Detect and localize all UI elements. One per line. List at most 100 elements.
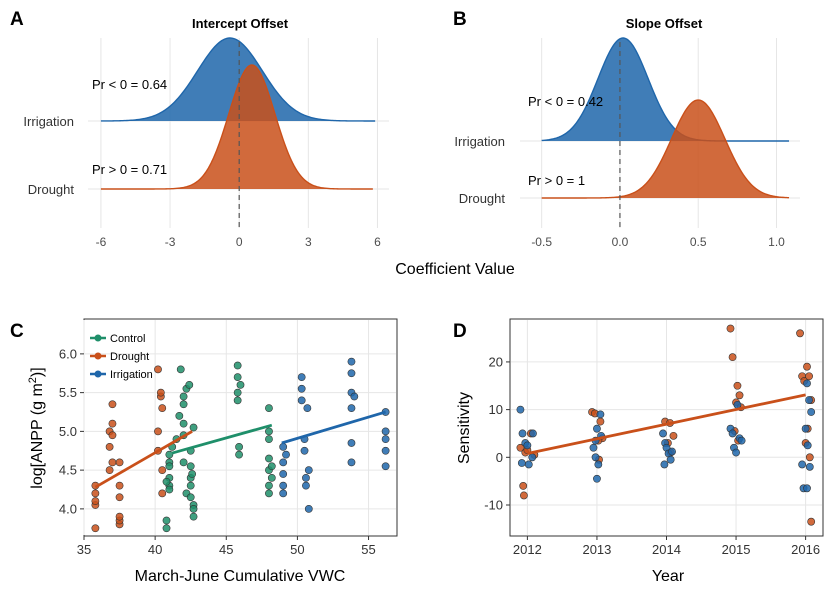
point-irrigation bbox=[304, 466, 313, 475]
point-drought bbox=[805, 453, 814, 462]
panel-c-y-label-sup: 2 bbox=[27, 377, 39, 383]
point-irrigation bbox=[347, 439, 356, 447]
point-irrigation bbox=[589, 443, 598, 452]
point-control bbox=[165, 450, 174, 459]
y-category-label-drought: Drought bbox=[28, 182, 75, 197]
point-irrigation bbox=[517, 459, 526, 467]
point-drought bbox=[115, 458, 124, 467]
y-tick-label: 4.5 bbox=[59, 463, 77, 478]
y-tick-label: 20 bbox=[489, 354, 503, 369]
panel-a-y-ticks: Irrigation Drought bbox=[23, 114, 74, 197]
panel-c-anpp-vs-vwc: 35 40 45 50 55 4.0 4.5 5.0 5.5 6.0 Control Droug… bbox=[27, 318, 398, 585]
fit-line-drought bbox=[527, 393, 806, 455]
point-control bbox=[189, 423, 198, 432]
point-irrigation bbox=[303, 404, 312, 413]
point-irrigation bbox=[528, 453, 537, 462]
point-irrigation bbox=[666, 455, 675, 464]
panel-d-x-axis-label: Year bbox=[652, 568, 685, 585]
point-irrigation bbox=[805, 462, 814, 471]
x-tick-label: 1.0 bbox=[768, 235, 785, 249]
point-drought bbox=[115, 493, 124, 502]
point-irrigation bbox=[660, 460, 669, 469]
point-control bbox=[233, 396, 242, 405]
legend-dot-drought bbox=[94, 352, 102, 360]
point-drought bbox=[91, 489, 100, 498]
panel-d-sensitivity-by-year: 2012 2013 2014 2015 2016 -10 0 10 20 Year Sensi… bbox=[456, 318, 824, 585]
x-tick-label: 2012 bbox=[513, 542, 542, 557]
point-control bbox=[188, 470, 197, 478]
panel-a-density-curves bbox=[100, 37, 376, 228]
point-control bbox=[162, 524, 171, 533]
density-line-irrigation bbox=[541, 37, 790, 142]
panel-c-grid bbox=[83, 320, 396, 535]
point-drought bbox=[733, 381, 742, 390]
point-irrigation bbox=[516, 405, 525, 414]
point-drought bbox=[519, 482, 528, 490]
panel-b-annotation-drought: Pr > 0 = 1 bbox=[528, 173, 585, 188]
panel-b-x-ticks: -0.5 0.0 0.5 1.0 bbox=[531, 235, 785, 249]
fit-line-drought bbox=[94, 430, 193, 489]
panel-a-title: Intercept Offset bbox=[192, 16, 289, 31]
point-irrigation bbox=[304, 504, 313, 513]
point-irrigation bbox=[803, 379, 811, 388]
point-control bbox=[165, 485, 174, 494]
point-control bbox=[265, 427, 273, 436]
point-drought bbox=[158, 466, 167, 475]
point-irrigation bbox=[737, 436, 746, 445]
point-irrigation bbox=[347, 458, 356, 467]
point-irrigation bbox=[803, 441, 812, 450]
panel-c-legend: Control Drought Irrigation bbox=[90, 333, 153, 381]
panel-label-a: A bbox=[10, 9, 24, 30]
panel-c-y-axis-label: log[ANPP (g m2)] bbox=[27, 367, 46, 488]
point-control bbox=[176, 365, 185, 374]
point-irrigation bbox=[381, 427, 390, 436]
x-tick-label: 2015 bbox=[722, 542, 751, 557]
point-irrigation bbox=[668, 447, 676, 456]
point-control bbox=[265, 435, 273, 444]
point-drought bbox=[726, 324, 735, 333]
point-drought bbox=[807, 517, 816, 526]
point-drought bbox=[115, 481, 124, 490]
panel-c-x-axis-label: March-June Cumulative VWC bbox=[135, 568, 346, 585]
density-line-drought bbox=[541, 99, 790, 199]
y-tick-label: 5.5 bbox=[59, 385, 77, 400]
density-fill-irrigation bbox=[100, 38, 376, 121]
point-control bbox=[265, 481, 273, 490]
panel-b-annotation-irrigation: Pr < 0 = 0.42 bbox=[528, 94, 603, 109]
point-irrigation bbox=[803, 484, 811, 493]
point-control bbox=[186, 481, 195, 490]
point-irrigation bbox=[347, 357, 356, 366]
point-control bbox=[179, 458, 188, 467]
x-tick-label: -0.5 bbox=[531, 235, 552, 249]
density-line-irrigation bbox=[100, 37, 376, 122]
density-fill-irrigation bbox=[541, 38, 790, 141]
point-irrigation bbox=[279, 481, 288, 490]
panel-c-y-label-end: )] bbox=[29, 367, 46, 377]
point-irrigation bbox=[381, 446, 390, 455]
x-tick-label: 55 bbox=[361, 542, 375, 557]
point-irrigation bbox=[381, 435, 390, 444]
density-fill-drought bbox=[541, 100, 790, 198]
point-drought bbox=[516, 443, 525, 452]
point-irrigation bbox=[732, 448, 740, 457]
point-control bbox=[233, 361, 242, 370]
point-control bbox=[179, 419, 188, 428]
point-irrigation bbox=[297, 373, 306, 382]
x-tick-label: 2014 bbox=[652, 542, 681, 557]
point-drought bbox=[108, 431, 117, 440]
point-irrigation bbox=[282, 450, 290, 459]
point-irrigation bbox=[302, 473, 310, 482]
point-control bbox=[235, 442, 243, 451]
panel-c-y-ticks: 4.0 4.5 5.0 5.5 6.0 bbox=[59, 346, 84, 516]
panel-label-c: C bbox=[10, 321, 24, 342]
density-line-drought bbox=[100, 64, 373, 190]
point-drought bbox=[156, 388, 165, 397]
point-control bbox=[235, 450, 243, 459]
x-tick-label: -6 bbox=[96, 235, 107, 249]
point-drought bbox=[520, 491, 528, 500]
point-control bbox=[162, 477, 171, 486]
point-irrigation bbox=[523, 441, 532, 450]
panel-c-y-label-main: log[ANPP (g m bbox=[29, 383, 46, 489]
y-category-label-irrigation: Irrigation bbox=[454, 134, 505, 149]
point-drought bbox=[158, 489, 167, 498]
